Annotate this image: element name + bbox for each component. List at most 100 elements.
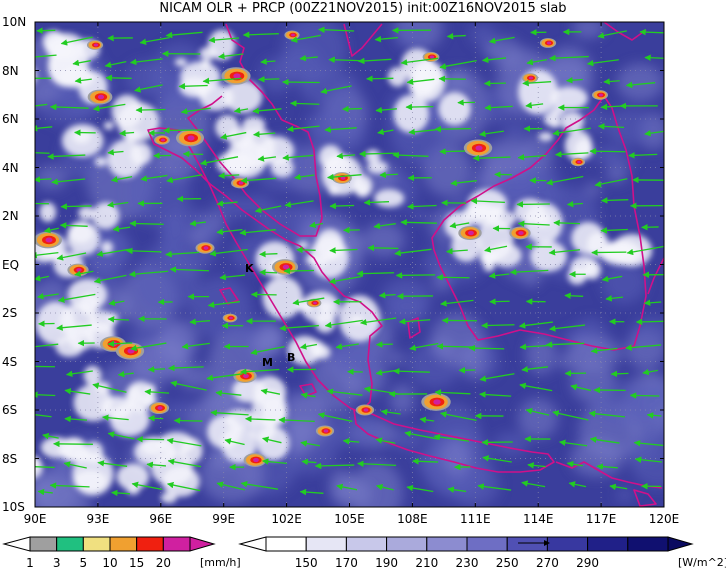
wind-vector: [278, 416, 315, 424]
cloud-blob: [78, 206, 95, 220]
cloud-blob: [67, 278, 108, 311]
wind-vector: [360, 317, 397, 326]
wind-vector: [216, 481, 245, 491]
olr-blob: [35, 468, 79, 507]
precip-cell: [363, 408, 369, 412]
wind-vector: [392, 367, 430, 375]
wind-vector: [296, 246, 316, 254]
reference-vector-head: [544, 540, 550, 546]
wind-vector: [289, 100, 320, 107]
olr-blob: [445, 69, 470, 91]
olr-colorbar-label: 230: [455, 556, 479, 570]
cloud-blob: [180, 61, 221, 93]
precip-cell: [93, 43, 99, 47]
cloud-blob: [393, 94, 430, 134]
wind-vector: [342, 105, 362, 113]
olr-blob: [523, 275, 540, 286]
wind-vector: [37, 488, 53, 496]
cloud-blob: [611, 233, 653, 267]
cloud-blob: [139, 395, 157, 406]
wind-vector: [380, 408, 401, 416]
wind-vector: [555, 151, 589, 158]
lat-label: 4S: [2, 354, 18, 369]
wind-vector: [517, 220, 550, 227]
wind-vector: [517, 153, 547, 161]
olr-colorbar-label: 150: [294, 556, 318, 570]
wind-vector: [208, 36, 240, 44]
place-label-m: M: [262, 356, 273, 369]
wind-vector: [601, 275, 623, 283]
wind-vector: [552, 410, 589, 421]
wind-vector: [484, 104, 513, 111]
cloud-blob: [66, 222, 100, 256]
olr-colorbar-segment: [506, 536, 548, 552]
olr-colorbar-segment: [345, 536, 388, 552]
olr-blob: [153, 99, 172, 115]
prcp-unit: [mm/h]: [200, 556, 241, 569]
wind-vector: [119, 129, 135, 137]
cloud-blob: [101, 396, 133, 420]
wind-vector: [605, 295, 624, 302]
wind-vector: [170, 380, 207, 391]
wind-vector: [518, 321, 553, 329]
precip-cell: [475, 145, 483, 151]
wind-vector: [224, 438, 245, 446]
olr-colorbar-segment: [386, 536, 428, 552]
wind-vector: [202, 77, 242, 85]
wind-vector: [294, 173, 315, 181]
wind-vector: [407, 203, 437, 210]
cloud-blob: [567, 266, 587, 285]
map-title: NICAM OLR + PRCP (00Z21NOV2015) init:00Z…: [159, 1, 567, 16]
lon-label: 120E: [648, 512, 680, 526]
wind-vector: [545, 341, 585, 348]
wind-vector: [239, 229, 276, 236]
wind-vector: [406, 78, 435, 86]
olr-blob: [441, 438, 471, 477]
wind-vector: [300, 392, 316, 399]
olr-colorbar-segment: [265, 536, 307, 552]
wind-vector: [35, 466, 55, 469]
precip-cell: [187, 135, 195, 141]
wind-vector: [64, 415, 88, 423]
olr-blob: [504, 122, 529, 141]
olr-colorbar-high-triangle: [667, 536, 694, 552]
olr-blob: [386, 294, 428, 328]
wind-vector: [148, 414, 164, 422]
cloud-blob: [228, 127, 254, 149]
olr-colorbar-label: 270: [535, 556, 559, 570]
wind-vector: [373, 222, 396, 230]
wind-vector: [260, 388, 281, 395]
lat-label: 8N: [2, 63, 19, 78]
wind-vector: [286, 125, 320, 133]
wind-vector: [588, 410, 625, 418]
wind-vector: [35, 176, 52, 183]
cloud-blob: [324, 154, 351, 178]
olr-colorbar-label: 210: [415, 556, 439, 570]
wind-vector: [56, 324, 92, 331]
wind-vector: [635, 318, 664, 326]
olr-colorbar-segment: [627, 536, 669, 552]
wind-vector: [644, 54, 664, 61]
wind-vector: [519, 382, 553, 392]
wind-vector: [242, 31, 279, 39]
wind-vector: [240, 177, 277, 184]
cloud-blob: [491, 205, 503, 218]
wind-vector: [112, 225, 131, 233]
wind-vector: [546, 175, 584, 186]
olr-colorbar-segment: [587, 536, 629, 552]
wind-vector: [586, 59, 619, 67]
wind-vector: [597, 123, 625, 130]
wind-vector: [449, 222, 470, 229]
lon-label: 111E: [460, 512, 491, 526]
wind-vector: [166, 174, 203, 184]
wind-vector: [357, 57, 392, 65]
wind-vector: [35, 103, 48, 107]
precip-cell: [45, 237, 53, 243]
wind-vector: [553, 219, 580, 227]
wind-vector: [519, 343, 549, 351]
wind-vector: [43, 226, 59, 234]
cloud-blob: [107, 139, 144, 179]
wind-vector: [481, 56, 507, 64]
wind-vector: [282, 154, 314, 161]
